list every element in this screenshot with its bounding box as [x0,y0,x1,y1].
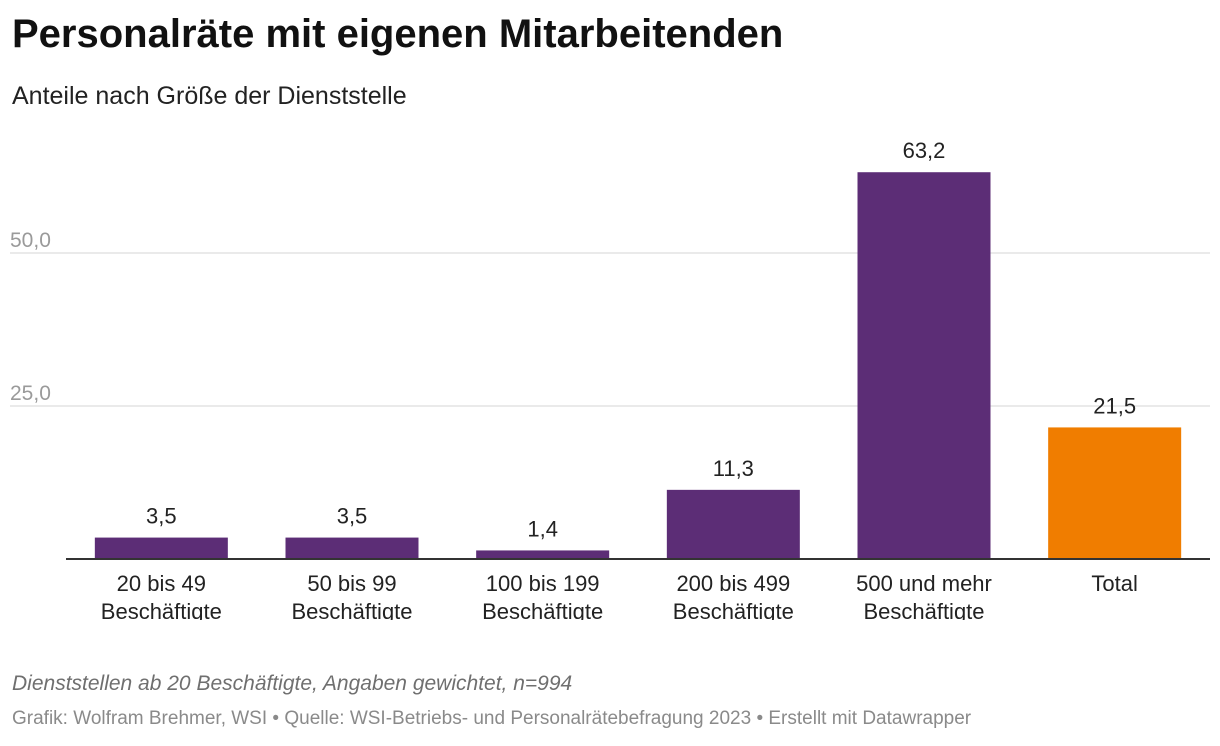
bar [285,537,419,559]
bar [94,537,228,559]
bar [1048,427,1182,559]
chart-title: Personalräte mit eigenen Mitarbeitenden [12,12,784,56]
category-label: Beschäftigte [863,599,984,620]
value-label: 63,2 [903,138,946,163]
value-label: 11,3 [713,456,754,481]
category-label: 50 bis 99 [307,571,396,596]
chart-subtitle: Anteile nach Größe der Dienststelle [12,82,407,110]
bar [666,489,800,559]
category-label: Beschäftigte [101,599,222,620]
bar-chart: 25,0 50,0 3,5 20 bis 49 Beschäftigte 3,5 50 bi… [10,138,1210,620]
category-label: 200 bis 499 [676,571,790,596]
category-label: Beschäftigte [482,599,603,620]
value-label: 21,5 [1093,393,1136,418]
chart-notes: Dienststellen ab 20 Beschäftigte, Angabe… [12,672,573,695]
category-label: 500 und mehr [856,571,992,596]
category-label: Beschäftigte [673,599,794,620]
category-label: 100 bis 199 [486,571,600,596]
y-tick-label: 50,0 [10,229,51,252]
bar [476,550,610,559]
value-label: 3,5 [146,504,177,529]
category-label: 20 bis 49 [117,571,206,596]
category-label: Beschäftigte [291,599,412,620]
category-label: Total [1091,571,1137,596]
value-label: 3,5 [337,504,368,529]
chart-source: Grafik: Wolfram Brehmer, WSI • Quelle: W… [12,708,972,729]
y-tick-label: 25,0 [10,382,51,405]
bar [857,172,991,559]
value-label: 1,4 [527,516,558,541]
